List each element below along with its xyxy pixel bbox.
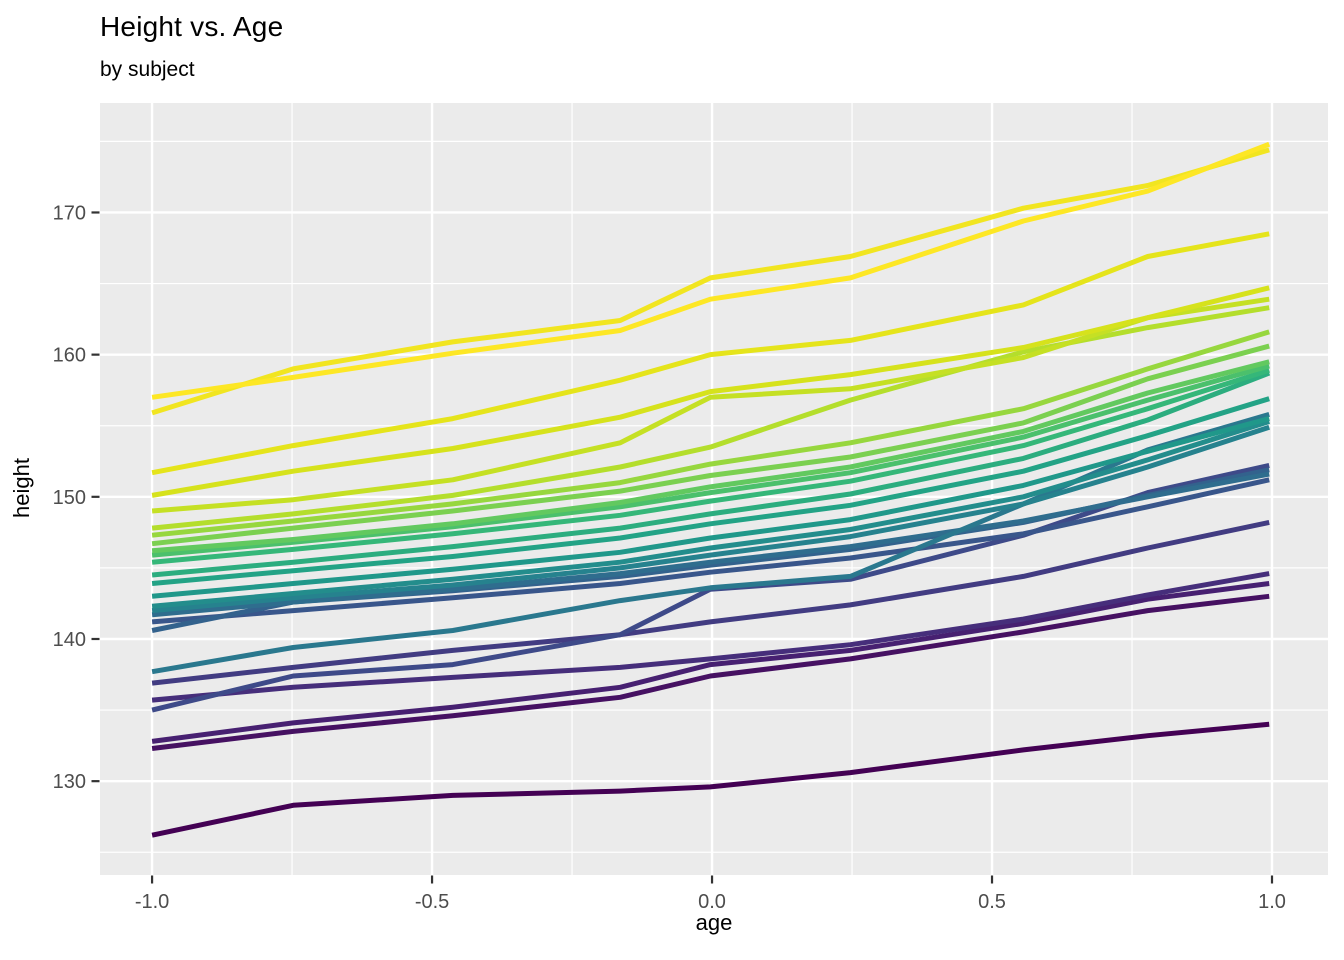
- series-line-subject-4: [151, 571, 1270, 703]
- x-tick-label: -1.0: [135, 891, 169, 913]
- series-line-subject-13: [151, 416, 1270, 599]
- series-line-subject-7: [151, 477, 1270, 625]
- series-line-subject-1: [151, 721, 1270, 838]
- x-tick-label: -0.5: [415, 891, 449, 913]
- y-tick-label: 160: [53, 345, 86, 367]
- series-line-subject-22: [151, 296, 1270, 514]
- x-tick-label: 1.0: [1258, 891, 1286, 913]
- series-line-subject-10: [151, 412, 1270, 675]
- panel-background: [100, 103, 1328, 875]
- x-tick-label: 0.0: [698, 891, 726, 913]
- series-line-subject-2: [151, 593, 1270, 751]
- series-line-subject-18: [151, 359, 1270, 554]
- y-axis-title: height: [9, 458, 34, 518]
- series-line-subject-24: [151, 231, 1270, 476]
- chart-subtitle: by subject: [100, 58, 195, 81]
- y-tick-label: 170: [53, 202, 86, 224]
- chart-title: Height vs. Age: [100, 11, 284, 42]
- series-line-subject-23: [151, 285, 1270, 498]
- series-line-subject-5: [151, 519, 1270, 686]
- series-line-subject-14: [151, 396, 1270, 586]
- series-line-subject-20: [151, 329, 1270, 538]
- series-line-subject-15: [151, 370, 1271, 578]
- series-line-subject-11: [151, 424, 1270, 614]
- series-line-subject-12: [151, 419, 1270, 609]
- series-line-subject-3: [151, 581, 1270, 744]
- series-line-subject-26: [151, 141, 1271, 400]
- series-line-subject-25: [151, 147, 1270, 416]
- x-axis-title: age: [695, 910, 733, 935]
- y-tick-label: 150: [53, 487, 86, 509]
- y-tick-label: 140: [53, 629, 86, 651]
- series-line-subject-21: [151, 305, 1270, 531]
- series-line-subject-16: [151, 367, 1270, 565]
- series-line-subject-19: [151, 343, 1270, 547]
- series-line-subject-17: [151, 363, 1270, 558]
- series-line-subject-9: [151, 471, 1270, 618]
- x-tick-label: 0.5: [978, 891, 1006, 913]
- y-tick-label: 130: [53, 771, 86, 793]
